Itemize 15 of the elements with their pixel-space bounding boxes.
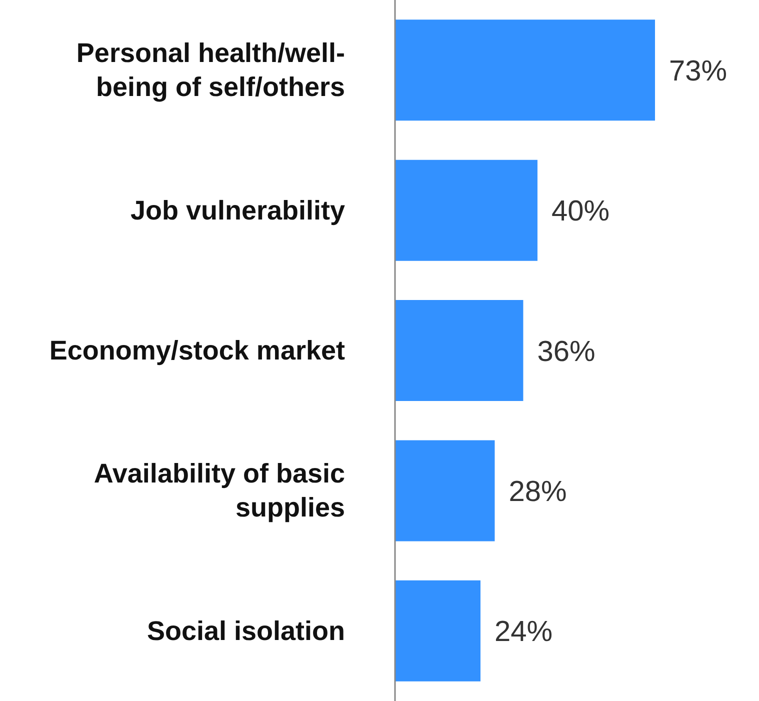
bar [395, 580, 480, 682]
y-tick-label: Job vulnerability [130, 195, 345, 226]
data-label: 73% [669, 55, 728, 88]
y-tick-label: Availability of basic supplies [94, 458, 345, 523]
data-label: 24% [494, 616, 553, 648]
bar [395, 300, 524, 402]
bar [395, 440, 495, 542]
bar [395, 160, 538, 261]
y-tick-label: Personal health/well-being of self/others [76, 38, 345, 102]
y-tick-label: Social isolation [146, 616, 345, 646]
data-label: 36% [537, 336, 596, 368]
bar [395, 20, 655, 121]
y-tick-label: Economy/stock market [49, 336, 345, 366]
data-label: 40% [551, 196, 610, 228]
data-label: 28% [508, 476, 567, 508]
